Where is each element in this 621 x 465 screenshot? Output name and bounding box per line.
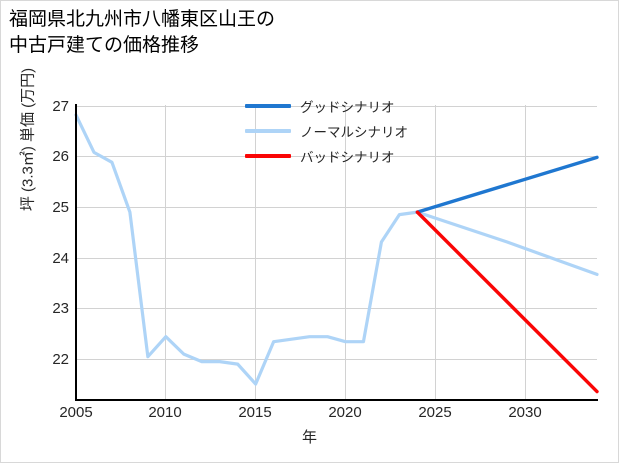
legend-item-bad[interactable]: バッドシナリオ xyxy=(245,143,465,168)
x-tick-label: 2020 xyxy=(328,404,362,421)
x-tick-label: 2025 xyxy=(418,404,452,421)
x-tick-label: 2005 xyxy=(59,404,93,421)
x-axis-spine xyxy=(75,399,598,401)
x-tick-label: 2015 xyxy=(238,404,272,421)
gridline-horizontal xyxy=(76,359,597,360)
legend: グッドシナリオ ノーマルシナリオ バッドシナリオ xyxy=(245,93,465,168)
gridline-vertical xyxy=(525,105,526,399)
y-axis-title: 坪 (3.3㎡) 単価 (万円) xyxy=(19,67,37,212)
y-tick-label: 24 xyxy=(52,250,69,267)
legend-swatch-bad xyxy=(245,153,291,158)
legend-item-good[interactable]: グッドシナリオ xyxy=(245,93,465,118)
series-line-good xyxy=(415,155,599,214)
series-layer xyxy=(74,113,599,394)
x-tick-label: 2010 xyxy=(148,404,182,421)
gridline-vertical xyxy=(435,105,436,399)
legend-swatch-good xyxy=(245,103,291,108)
y-axis-spine xyxy=(75,104,77,401)
gridline-horizontal xyxy=(76,156,597,157)
gridline-horizontal xyxy=(76,207,597,208)
gridline-vertical xyxy=(345,105,346,399)
y-tick-label: 26 xyxy=(52,148,69,165)
x-tick-label: 2030 xyxy=(508,404,542,421)
gridline-vertical xyxy=(165,105,166,399)
gridline-horizontal xyxy=(76,308,597,309)
legend-swatch-normal xyxy=(245,128,291,133)
y-tick-label: 25 xyxy=(52,199,69,216)
series-line-bad xyxy=(415,210,599,394)
series-line-normal xyxy=(74,113,599,386)
y-tick-label: 23 xyxy=(52,300,69,317)
page-title: 福岡県北九州市八幡東区山王の 中古戸建ての価格推移 xyxy=(9,9,276,56)
legend-label-good: グッドシナリオ xyxy=(300,99,395,115)
gridline-horizontal xyxy=(76,258,597,259)
y-tick-label: 27 xyxy=(52,98,69,115)
gridline-vertical xyxy=(255,105,256,399)
legend-item-normal[interactable]: ノーマルシナリオ xyxy=(245,118,465,143)
legend-label-bad: バッドシナリオ xyxy=(300,149,395,165)
x-axis-title: 年 xyxy=(301,429,317,446)
y-tick-label: 22 xyxy=(52,351,69,368)
legend-label-normal: ノーマルシナリオ xyxy=(300,124,408,140)
gridline-horizontal xyxy=(76,106,597,107)
